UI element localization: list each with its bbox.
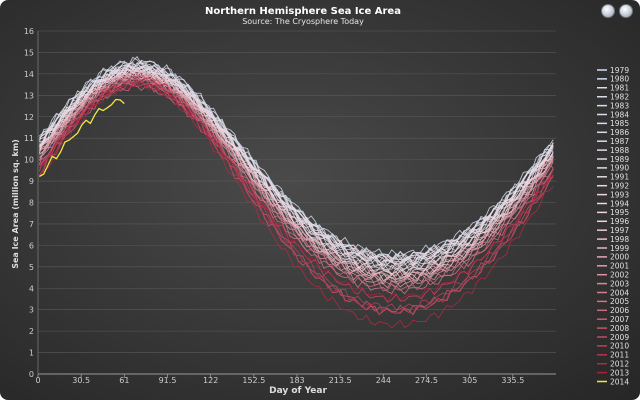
x-tick-label: 61 [119, 376, 129, 385]
legend-item-1981[interactable]: 1981 [610, 84, 629, 93]
legend-item-1979[interactable]: 1979 [610, 66, 629, 75]
legend-item-1997[interactable]: 1997 [610, 226, 629, 235]
legend-item-1985[interactable]: 1985 [610, 119, 629, 128]
legend-item-1991[interactable]: 1991 [610, 173, 629, 182]
y-tick-label: 6 [29, 241, 34, 250]
series-line-2012 [38, 79, 554, 329]
series-line-1999 [39, 69, 554, 285]
x-tick-label: 30.5 [72, 376, 90, 385]
export-chart-button[interactable] [619, 4, 633, 18]
y-tick-label: 4 [29, 284, 34, 293]
series-line-2007 [39, 80, 554, 316]
legend-item-1990[interactable]: 1990 [610, 164, 629, 173]
y-tick-label: 1 [29, 349, 34, 358]
legend-item-1993[interactable]: 1993 [610, 190, 629, 199]
series-line-2011 [38, 79, 554, 316]
y-tick-label: 11 [24, 134, 34, 143]
legend-item-2008[interactable]: 2008 [610, 324, 629, 333]
x-tick-label: 213.5 [329, 376, 352, 385]
legend-item-1987[interactable]: 1987 [610, 137, 629, 146]
series-line-2001 [39, 71, 554, 280]
series-line-2005 [39, 79, 554, 295]
y-tick-label: 5 [29, 263, 34, 272]
legend-item-1986[interactable]: 1986 [610, 128, 629, 137]
legend-item-1992[interactable]: 1992 [610, 182, 629, 191]
x-tick-label: 0 [35, 376, 40, 385]
chart-title: Northern Hemisphere Sea Ice Area [205, 6, 401, 17]
print-chart-button[interactable] [601, 4, 615, 18]
legend-item-2004[interactable]: 2004 [610, 288, 629, 297]
legend-item-2007[interactable]: 2007 [610, 315, 629, 324]
series-lines [38, 55, 554, 329]
x-axis-title: Day of Year [269, 386, 327, 396]
y-tick-label: 12 [24, 113, 34, 122]
series-line-1986 [38, 60, 554, 261]
y-tick-label: 16 [24, 27, 34, 36]
y-tick-label: 2 [29, 327, 34, 336]
series-line-1989 [38, 63, 554, 271]
y-axis-title: Sea Ice Area (million sq. km) [11, 139, 20, 269]
series-line-1998 [39, 68, 554, 281]
series-line-2003 [39, 72, 554, 285]
legend-item-1995[interactable]: 1995 [610, 208, 629, 217]
legend-item-1983[interactable]: 1983 [610, 101, 629, 110]
x-tick-label: 244 [376, 376, 391, 385]
legend[interactable]: 1979198019811982198319841985198619871988… [597, 66, 629, 387]
legend-item-2006[interactable]: 2006 [610, 306, 629, 315]
y-tick-label: 0 [29, 370, 34, 379]
legend-item-2000[interactable]: 2000 [610, 253, 629, 262]
x-tick-label: 274.5 [415, 376, 438, 385]
legend-item-2013[interactable]: 2013 [610, 368, 629, 377]
x-tick-label: 91.5 [159, 376, 177, 385]
series-line-2014 [39, 98, 125, 177]
legend-item-1982[interactable]: 1982 [610, 93, 629, 102]
series-line-2009 [39, 75, 554, 303]
series-line-2013 [39, 79, 554, 302]
series-line-1987 [39, 55, 554, 266]
legend-item-1984[interactable]: 1984 [610, 110, 629, 119]
series-line-1994 [39, 67, 554, 271]
x-tick-label: 335.5 [501, 376, 524, 385]
series-line-2006 [39, 82, 554, 292]
legend-item-1998[interactable]: 1998 [610, 235, 629, 244]
y-tick-label: 7 [29, 220, 34, 229]
series-line-2004 [38, 77, 554, 289]
legend-item-1988[interactable]: 1988 [610, 146, 629, 155]
x-tick-label: 183 [289, 376, 304, 385]
legend-item-2009[interactable]: 2009 [610, 333, 629, 342]
y-tick-label: 3 [29, 306, 34, 315]
y-tick-label: 14 [24, 70, 34, 79]
series-line-2008 [38, 74, 554, 314]
legend-item-1999[interactable]: 1999 [610, 244, 629, 253]
y-tick-label: 9 [29, 177, 34, 186]
y-tick-label: 13 [24, 91, 34, 100]
legend-item-2003[interactable]: 2003 [610, 279, 629, 288]
y-tick-label: 8 [29, 199, 34, 208]
legend-item-2011[interactable]: 2011 [610, 351, 629, 360]
legend-item-2012[interactable]: 2012 [610, 360, 629, 369]
legend-item-1989[interactable]: 1989 [610, 155, 629, 164]
legend-item-1996[interactable]: 1996 [610, 217, 629, 226]
legend-item-2014[interactable]: 2014 [610, 377, 629, 386]
x-axis: 0 30.5 61 91.5 122 152.5 183 213.5 244 274.5 305 33… [35, 373, 556, 385]
legend-item-1994[interactable]: 1994 [610, 199, 629, 208]
x-tick-label: 122 [203, 376, 218, 385]
x-tick-label: 305 [462, 376, 477, 385]
legend-item-1980[interactable]: 1980 [610, 75, 629, 84]
y-tick-label: 15 [24, 48, 34, 57]
y-tick-label: 10 [24, 156, 34, 165]
legend-item-2005[interactable]: 2005 [610, 297, 629, 306]
chart-subtitle: Source: The Cryosphere Today [242, 17, 364, 26]
x-tick-label: 152.5 [242, 376, 265, 385]
legend-item-2002[interactable]: 2002 [610, 271, 629, 280]
legend-item-2001[interactable]: 2001 [610, 262, 629, 271]
series-line-2010 [39, 73, 554, 313]
legend-item-2010[interactable]: 2010 [610, 342, 629, 351]
